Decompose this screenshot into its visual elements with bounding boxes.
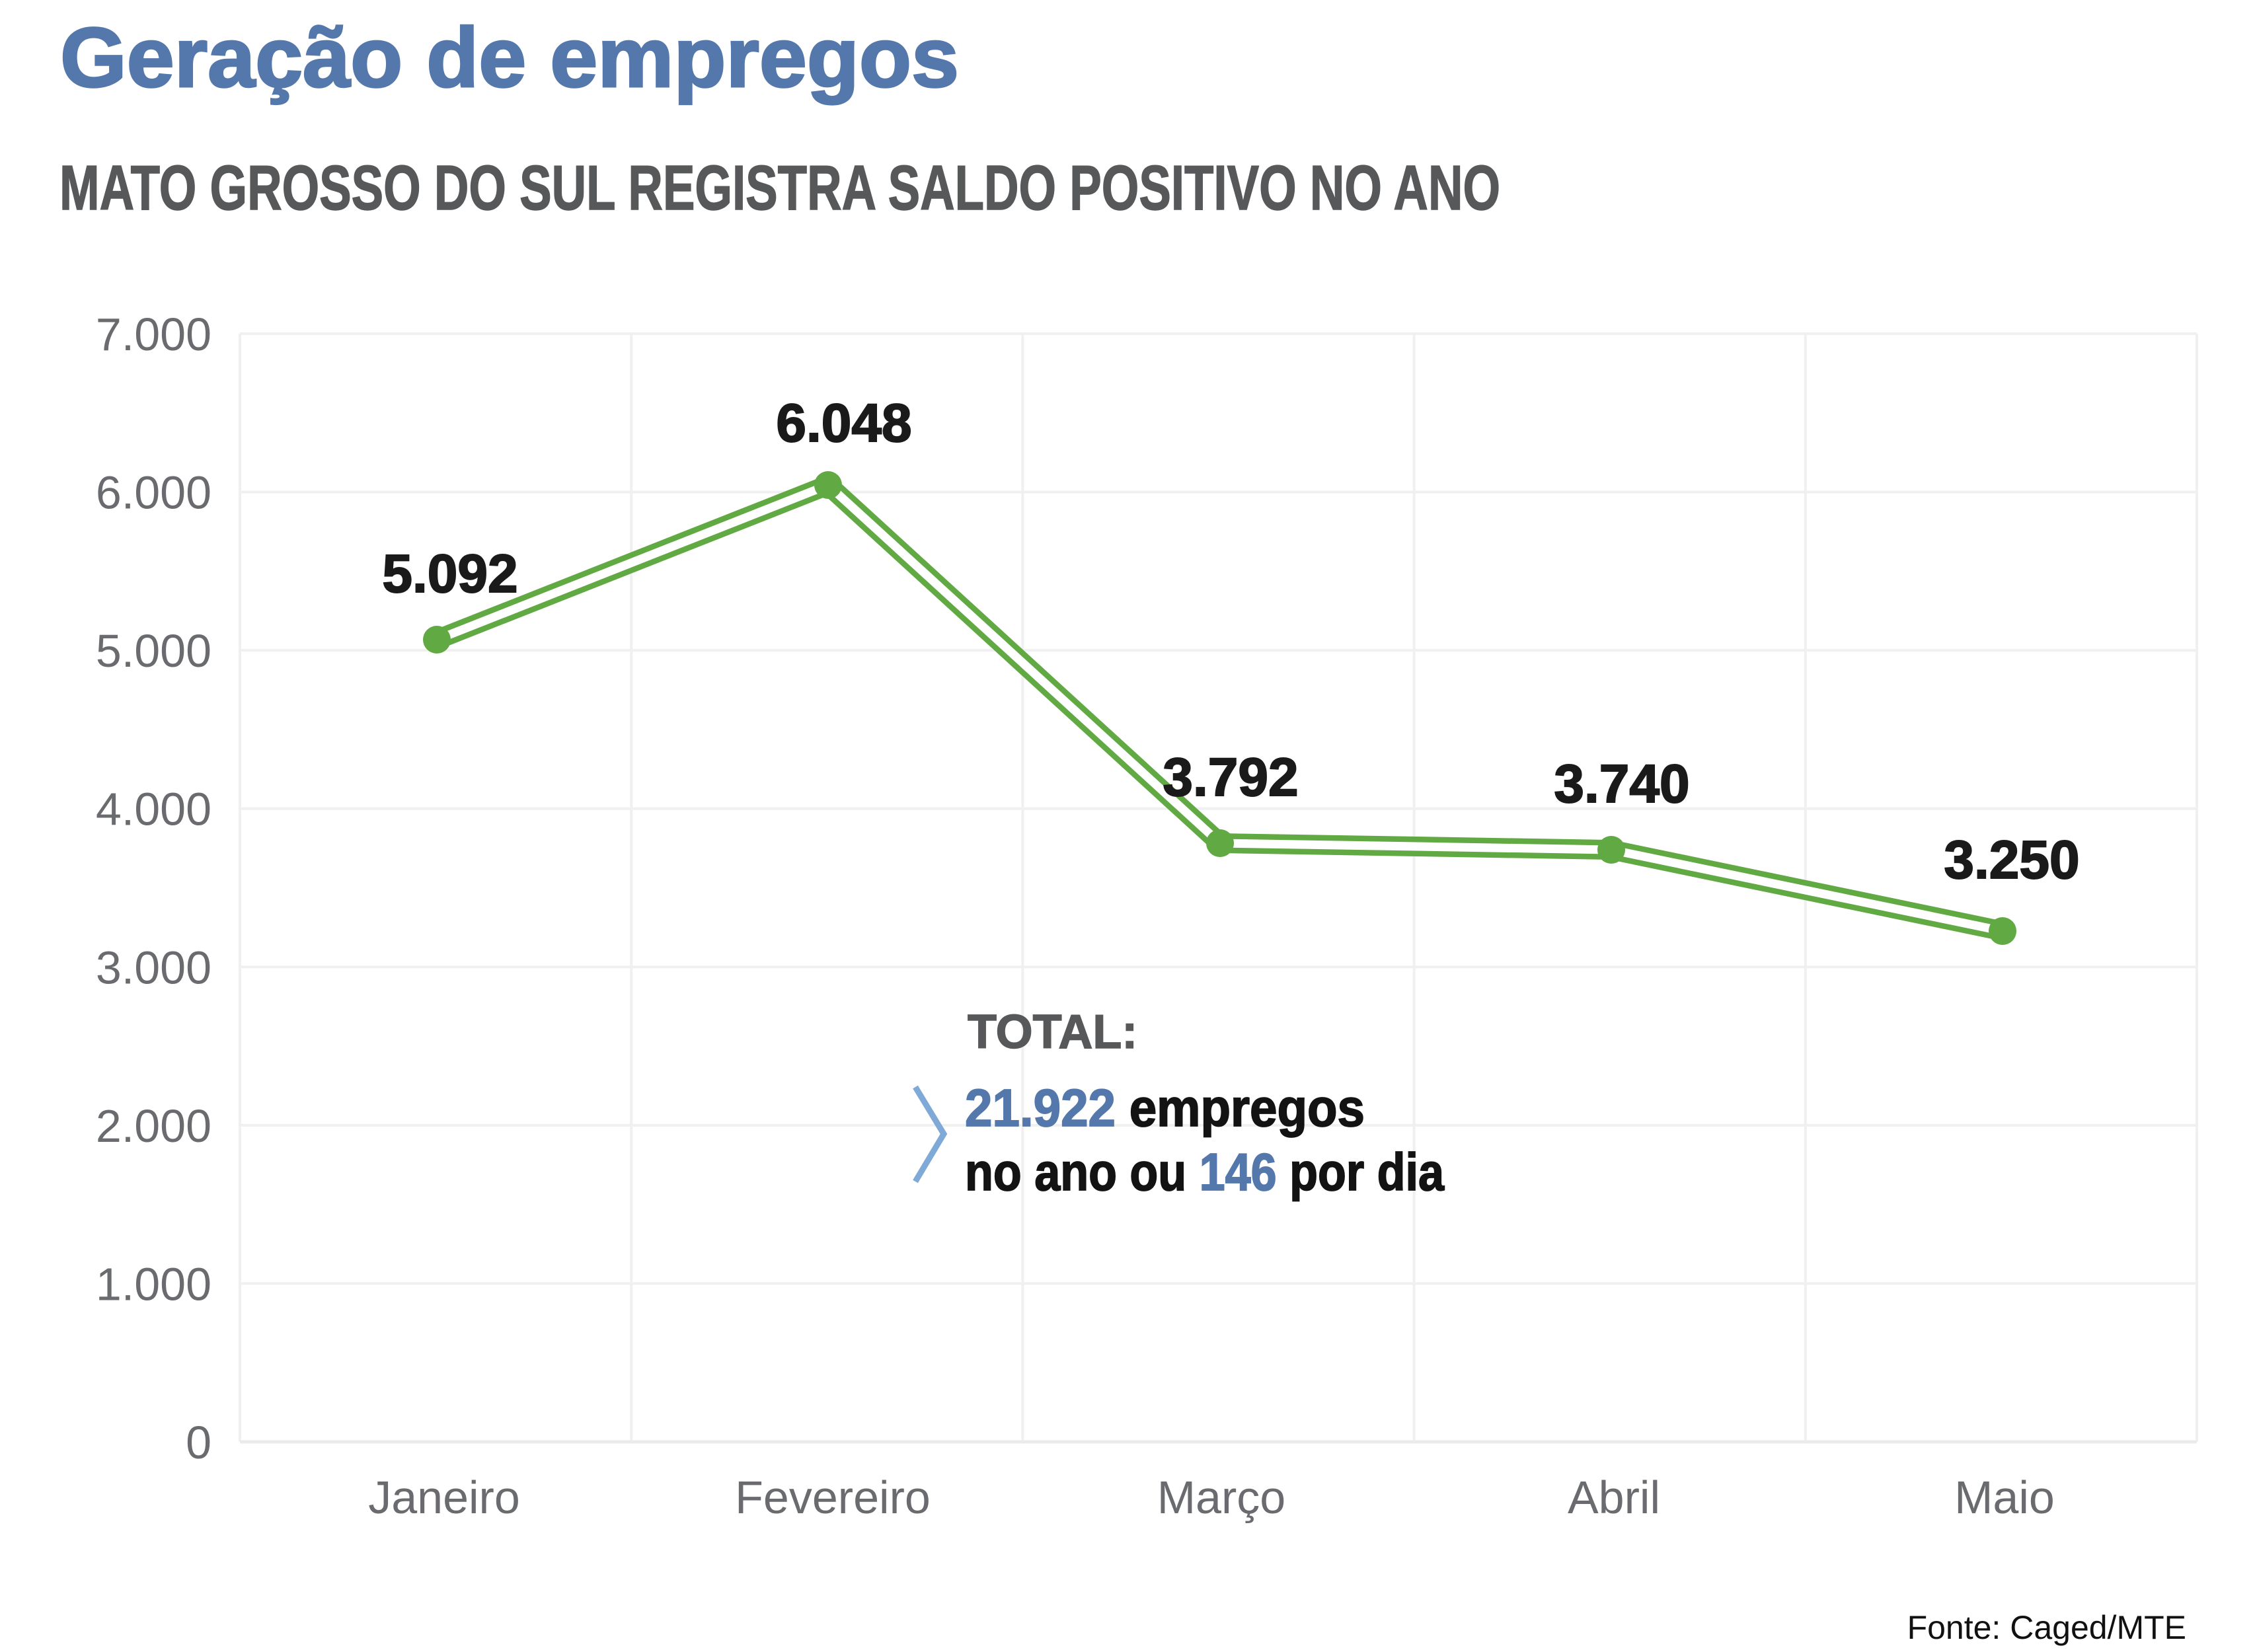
svg-text:Abril: Abril bbox=[1568, 1472, 1660, 1523]
svg-text:TOTAL:: TOTAL: bbox=[968, 1006, 1137, 1059]
svg-text:Geração de empregos: Geração de empregos bbox=[60, 11, 959, 105]
svg-text:Maio: Maio bbox=[1954, 1472, 2055, 1523]
svg-text:Janeiro: Janeiro bbox=[368, 1472, 520, 1523]
svg-text:3.740: 3.740 bbox=[1554, 754, 1689, 814]
svg-text:21.922 empregos: 21.922 empregos bbox=[965, 1078, 1365, 1137]
svg-text:Março: Março bbox=[1157, 1472, 1285, 1523]
svg-text:7.000: 7.000 bbox=[96, 309, 211, 360]
svg-text:3.250: 3.250 bbox=[1944, 830, 2079, 890]
svg-text:Fonte: Caged/MTE: Fonte: Caged/MTE bbox=[1907, 1609, 2186, 1646]
svg-text:3.000: 3.000 bbox=[96, 942, 211, 993]
svg-text:6.048: 6.048 bbox=[776, 393, 911, 453]
svg-text:5.092: 5.092 bbox=[382, 544, 517, 604]
svg-text:1.000: 1.000 bbox=[96, 1258, 211, 1310]
svg-text:3.792: 3.792 bbox=[1163, 747, 1298, 807]
svg-text:MATO GROSSO DO SUL REGISTRA SA: MATO GROSSO DO SUL REGISTRA SALDO POSITI… bbox=[59, 153, 1500, 223]
svg-text:Fevereiro: Fevereiro bbox=[735, 1472, 931, 1523]
svg-text:5.000: 5.000 bbox=[96, 625, 211, 677]
svg-text:2.000: 2.000 bbox=[96, 1100, 211, 1152]
svg-text:6.000: 6.000 bbox=[96, 467, 211, 519]
svg-text:no ano ou 146 por dia: no ano ou 146 por dia bbox=[965, 1143, 1444, 1201]
svg-text:4.000: 4.000 bbox=[96, 784, 211, 835]
svg-text:0: 0 bbox=[186, 1417, 211, 1468]
